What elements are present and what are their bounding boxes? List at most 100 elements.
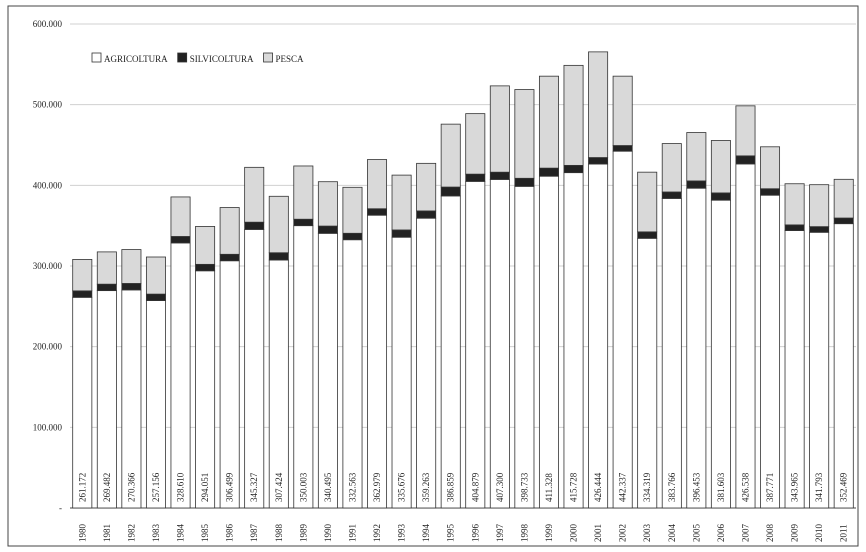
value-label: 269.482 [102,473,112,502]
x-tick-label: 2004 [667,524,677,543]
bar-segment [342,232,363,241]
value-label: 334.319 [642,472,652,502]
x-tick-label: 1983 [151,524,161,543]
bar-segment [145,256,166,295]
bar-segment [514,89,535,179]
x-tick-label: 1989 [298,524,308,543]
value-label: 415.728 [569,472,579,502]
x-tick-label: 1992 [372,524,382,542]
bar-segment [342,239,363,509]
bar-segment [710,140,731,194]
y-tick-label: 100.000 [33,422,63,432]
bar-segment [637,237,658,509]
bar-segment [686,132,707,182]
bar-segment [465,173,486,182]
value-label: 426.538 [740,472,750,502]
legend-label: AGRICOLTURA [104,54,168,64]
bar-segment [465,113,486,175]
bar-segment [538,175,559,509]
bar-segment [514,185,535,509]
x-tick-label: 1982 [126,524,136,542]
bar-segment [219,253,240,262]
bar-segment [735,155,756,165]
y-tick-label: 300.000 [33,261,63,271]
value-label: 294.051 [200,473,210,502]
bar-segment [293,218,314,227]
bar-segment [195,270,216,509]
bar-segment [784,224,805,231]
x-tick-label: 2010 [814,524,824,543]
bar-segment [784,183,805,226]
x-tick-label: 1985 [200,524,210,543]
x-tick-label: 1998 [519,524,529,543]
x-tick-label: 2008 [765,524,775,543]
bar-segment [170,236,191,244]
value-label: 350.003 [298,472,308,502]
x-tick-label: 1988 [274,524,284,543]
x-tick-label: 1993 [397,524,407,543]
bar-segment [170,196,191,237]
bar-segment [735,105,756,157]
bar-segment [637,231,658,239]
bar-segment [170,242,191,509]
bar-segment [268,252,289,261]
x-tick-label: 1991 [347,524,357,542]
x-tick-label: 1990 [323,524,333,543]
bar-segment [661,198,682,509]
bar-segment [760,188,781,196]
x-tick-label: 1999 [544,524,554,543]
bar-segment [563,172,584,509]
x-tick-label: 1997 [495,524,505,543]
legend-label: SILVICOLTURA [190,54,254,64]
x-tick-label: 2005 [691,524,701,543]
value-label: 340.495 [323,472,333,502]
bar-segment [563,164,584,174]
bar-segment [317,232,338,509]
bar-segment [661,191,682,199]
x-tick-label: 2007 [740,524,750,543]
bar-segment [96,283,117,292]
bar-segment [489,171,510,180]
bar-segment [710,192,731,201]
bar-segment [440,186,461,197]
bar-segment [244,229,265,509]
bar-segment [416,210,437,219]
y-tick-label: 500.000 [33,100,63,110]
value-label: 343.965 [790,472,800,502]
bar-segment [784,230,805,509]
bar-segment [391,229,412,238]
x-tick-label: 1995 [446,524,456,543]
bar-segment [72,290,93,298]
y-tick-label: - [59,503,62,513]
bar-segment [195,226,216,265]
bar-segment [489,179,510,509]
value-label: 261.172 [77,473,87,502]
x-tick-label: 2009 [790,524,800,543]
value-label: 341.793 [814,472,824,502]
bar-segment [244,221,265,230]
bar-segment [489,85,510,173]
bar-segment [416,217,437,509]
x-tick-label: 1987 [249,524,259,543]
bar-segment [612,150,633,509]
bar-segment [686,180,707,189]
x-tick-label: 2006 [716,524,726,543]
bar-segment [637,171,658,233]
bar-segment [440,195,461,509]
y-tick-label: 200.000 [33,342,63,352]
bar-segment [588,157,609,165]
bar-segment [809,231,830,509]
bar-segment [710,199,731,509]
x-tick-label: 1981 [102,524,112,542]
bar-segment [465,180,486,509]
x-tick-label: 2003 [642,524,652,543]
bar-segment [219,207,240,255]
x-tick-label: 2001 [593,524,603,542]
legend-swatch [91,52,102,63]
x-tick-label: 1996 [470,524,480,543]
value-label: 328.610 [176,472,186,502]
x-tick-label: 1986 [225,524,235,543]
value-label: 398.733 [519,472,529,502]
value-label: 270.366 [126,472,136,502]
